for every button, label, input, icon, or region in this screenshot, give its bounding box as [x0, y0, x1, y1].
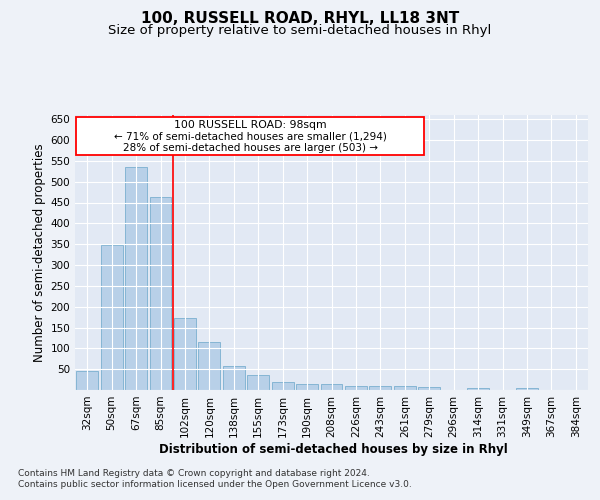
Bar — [272, 382, 293, 390]
Text: Distribution of semi-detached houses by size in Rhyl: Distribution of semi-detached houses by … — [158, 442, 508, 456]
Text: ← 71% of semi-detached houses are smaller (1,294): ← 71% of semi-detached houses are smalle… — [114, 132, 387, 141]
Text: Contains public sector information licensed under the Open Government Licence v3: Contains public sector information licen… — [18, 480, 412, 489]
Bar — [320, 384, 343, 390]
Bar — [467, 388, 489, 390]
Text: Size of property relative to semi-detached houses in Rhyl: Size of property relative to semi-detach… — [109, 24, 491, 37]
Text: 28% of semi-detached houses are larger (503) →: 28% of semi-detached houses are larger (… — [123, 143, 378, 153]
Bar — [370, 386, 391, 390]
Bar — [516, 388, 538, 390]
Bar — [101, 244, 122, 390]
Bar — [394, 386, 416, 390]
Bar — [247, 376, 269, 390]
Bar — [345, 386, 367, 390]
Text: Contains HM Land Registry data © Crown copyright and database right 2024.: Contains HM Land Registry data © Crown c… — [18, 469, 370, 478]
Bar — [149, 196, 172, 390]
Bar — [223, 366, 245, 390]
Bar — [199, 342, 220, 390]
Bar — [174, 318, 196, 390]
Bar — [296, 384, 318, 390]
Text: 100 RUSSELL ROAD: 98sqm: 100 RUSSELL ROAD: 98sqm — [174, 120, 326, 130]
Text: 100, RUSSELL ROAD, RHYL, LL18 3NT: 100, RUSSELL ROAD, RHYL, LL18 3NT — [141, 11, 459, 26]
Bar — [125, 167, 147, 390]
Bar — [76, 371, 98, 390]
Bar — [418, 386, 440, 390]
Y-axis label: Number of semi-detached properties: Number of semi-detached properties — [33, 143, 46, 362]
